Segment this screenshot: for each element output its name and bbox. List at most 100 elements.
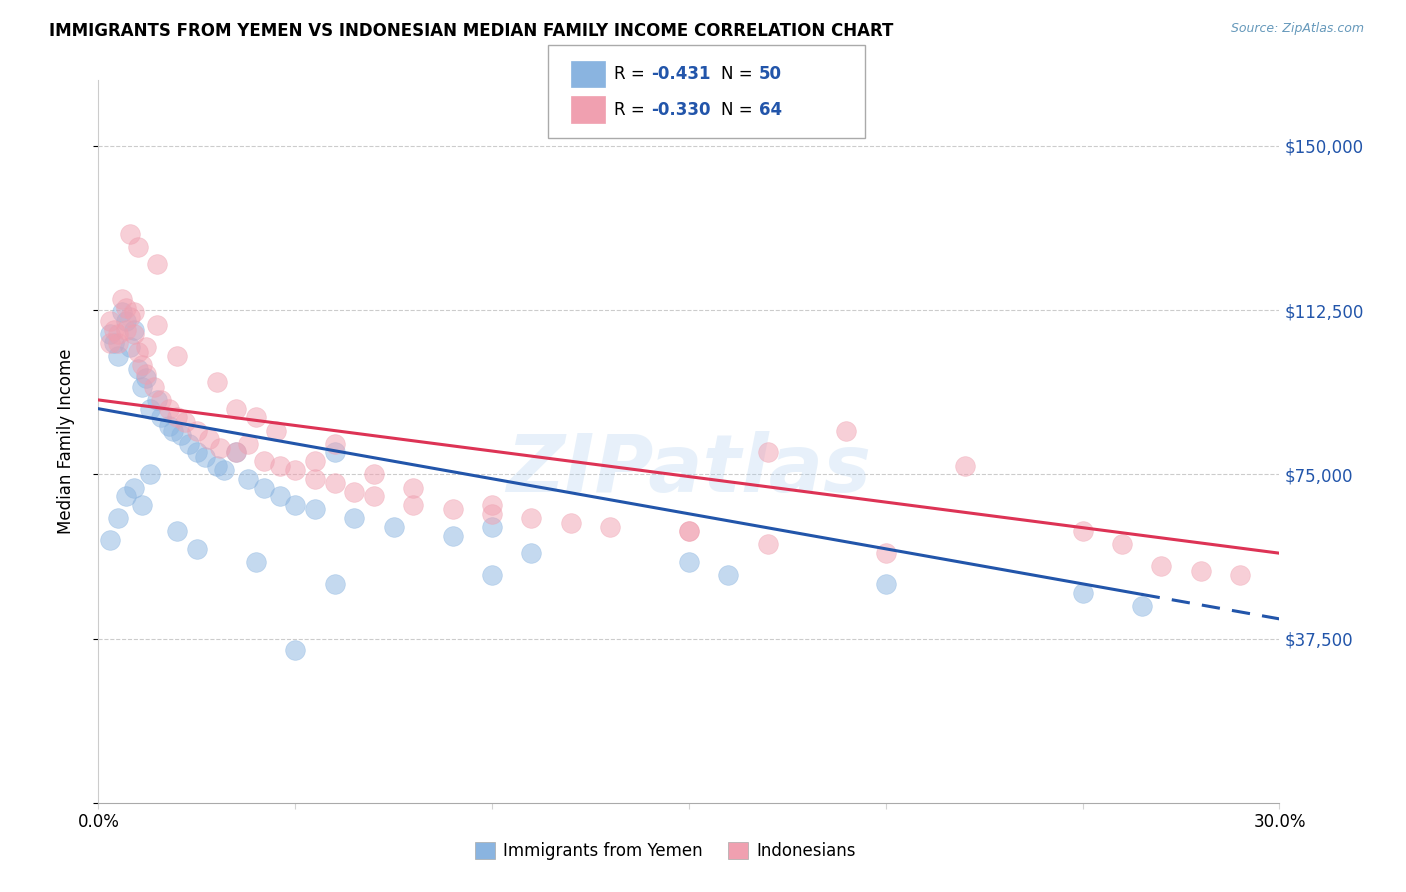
Point [245,410,267,425]
Point [135,371,157,385]
Point [107,349,129,363]
Legend: Immigrants from Yemen, Indonesians: Immigrants from Yemen, Indonesians [468,835,862,867]
Point [174,415,197,429]
Point [253,454,276,468]
Point [363,489,385,503]
Point [481,568,503,582]
Point [323,445,346,459]
Point [678,524,700,539]
Point [131,380,153,394]
Point [304,472,326,486]
Point [323,577,346,591]
Point [98,327,121,342]
Point [225,445,247,459]
Text: IMMIGRANTS FROM YEMEN VS INDONESIAN MEDIAN FAMILY INCOME CORRELATION CHART: IMMIGRANTS FROM YEMEN VS INDONESIAN MEDI… [49,22,894,40]
Point [1111,537,1133,551]
Point [343,511,366,525]
Point [678,555,700,569]
Point [166,349,188,363]
Point [264,424,287,438]
Point [197,433,219,447]
Point [214,463,236,477]
Point [520,546,543,560]
Text: 64: 64 [759,101,782,119]
Point [135,367,157,381]
Point [284,463,307,477]
Text: R =: R = [614,65,651,83]
Point [343,484,366,499]
Point [111,305,134,319]
Text: 50: 50 [759,65,782,83]
Point [122,327,145,342]
Point [194,450,217,464]
Point [103,323,125,337]
Point [520,511,543,525]
Point [875,546,897,560]
Point [166,410,188,425]
Point [186,424,208,438]
Point [122,481,145,495]
Point [142,380,165,394]
Point [560,516,582,530]
Point [269,489,291,503]
Point [402,481,425,495]
Point [284,642,307,657]
Point [1071,524,1094,539]
Point [118,310,141,324]
Point [245,555,267,569]
Point [177,436,200,450]
Point [236,436,259,450]
Point [441,529,464,543]
Point [157,401,180,416]
Point [481,507,503,521]
Point [107,336,129,351]
Text: N =: N = [721,101,758,119]
Point [138,467,160,482]
Point [1229,568,1251,582]
Point [253,481,276,495]
Point [122,323,145,337]
Point [107,511,129,525]
Point [953,458,976,473]
Point [1150,559,1173,574]
Point [323,436,346,450]
Point [225,401,247,416]
Point [162,424,184,438]
Point [756,445,779,459]
Point [402,498,425,512]
Point [103,336,125,351]
Point [481,498,503,512]
Point [118,227,141,241]
Point [146,392,169,407]
Point [107,327,129,342]
Point [166,524,188,539]
Point [98,314,121,328]
Point [150,410,173,425]
Point [225,445,247,459]
Y-axis label: Median Family Income: Median Family Income [56,349,75,534]
Point [304,502,326,516]
Point [98,336,121,351]
Point [678,524,700,539]
Point [115,323,138,337]
Text: ZIPatlas: ZIPatlas [506,432,872,509]
Text: N =: N = [721,65,758,83]
Point [835,424,858,438]
Point [441,502,464,516]
Text: -0.330: -0.330 [651,101,710,119]
Point [127,344,149,359]
Point [170,428,193,442]
Point [186,445,208,459]
Point [146,318,169,333]
Point [146,257,169,271]
Point [599,520,621,534]
Text: -0.431: -0.431 [651,65,710,83]
Point [138,401,160,416]
Point [209,441,232,455]
Point [111,292,134,306]
Point [1071,585,1094,599]
Point [186,541,208,556]
Point [122,305,145,319]
Point [131,498,153,512]
Point [127,240,149,254]
